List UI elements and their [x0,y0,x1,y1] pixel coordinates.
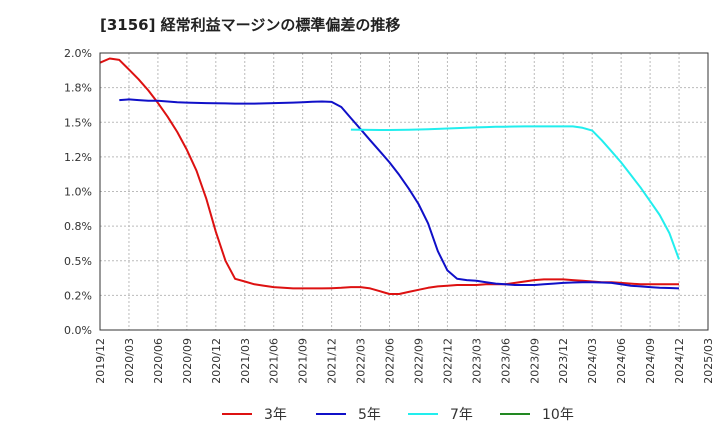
x-tick-label: 2025/03 [702,338,715,384]
x-tick-label: 2024/09 [644,338,657,384]
series-lines [99,57,680,295]
chart-title: [3156] 経常利益マージンの標準偏差の推移 [100,16,401,34]
grid [100,52,708,330]
legend: 3年 5年 7年 10年 [222,407,574,423]
y-tick-label: 1.2% [64,151,92,164]
x-tick-label: 2020/12 [210,338,223,384]
x-tick-label: 2024/03 [586,338,599,384]
legend-label-0: 3年 [264,407,287,423]
y-tick-label: 1.0% [64,186,92,199]
x-tick-label: 2020/06 [152,338,165,384]
x-tick-label: 2023/03 [470,338,483,384]
x-tick-label: 2023/09 [528,338,541,384]
x-tick-label: 2022/09 [412,338,425,384]
y-tick-label: 0.2% [64,289,92,302]
x-tick-label: 2020/03 [123,338,136,384]
y-tick-label: 1.8% [64,82,92,95]
x-tick-label: 2024/12 [673,338,686,384]
y-tick-label: 1.5% [64,116,92,129]
legend-label-1: 5年 [358,407,381,423]
y-tick-label: 0.8% [64,220,92,233]
x-tick-label: 2021/03 [239,338,252,384]
x-tick-label: 2022/03 [355,338,368,384]
series-line-0 [99,57,679,295]
x-tick-label: 2019/12 [94,338,107,384]
x-tick-label: 2020/09 [181,338,194,384]
y-tick-label: 0.0% [64,324,92,337]
x-tick-label: 2022/12 [441,338,454,384]
series-line-2 [350,125,680,260]
x-tick-label: 2023/06 [499,338,512,384]
x-axis-ticks: 2019/12 2020/03 2020/06 2020/09 2020/12 2021/… [94,338,715,384]
y-tick-label: 2.0% [64,47,92,60]
y-axis-ticks: 0.0% 0.2% 0.5% 0.8% 1.0% 1.2% 1.5% 1.8% 2.0% [64,47,92,337]
legend-label-3: 10年 [542,407,574,423]
x-tick-label: 2024/06 [615,338,628,384]
x-tick-label: 2021/09 [297,338,310,384]
plot-frame [99,52,709,331]
series-line-1 [119,98,680,290]
x-tick-label: 2022/06 [384,338,397,384]
x-tick-label: 2021/06 [268,338,281,384]
legend-label-2: 7年 [450,407,473,423]
x-tick-label: 2023/12 [557,338,570,384]
y-tick-label: 0.5% [64,255,92,268]
x-tick-label: 2021/12 [326,338,339,384]
